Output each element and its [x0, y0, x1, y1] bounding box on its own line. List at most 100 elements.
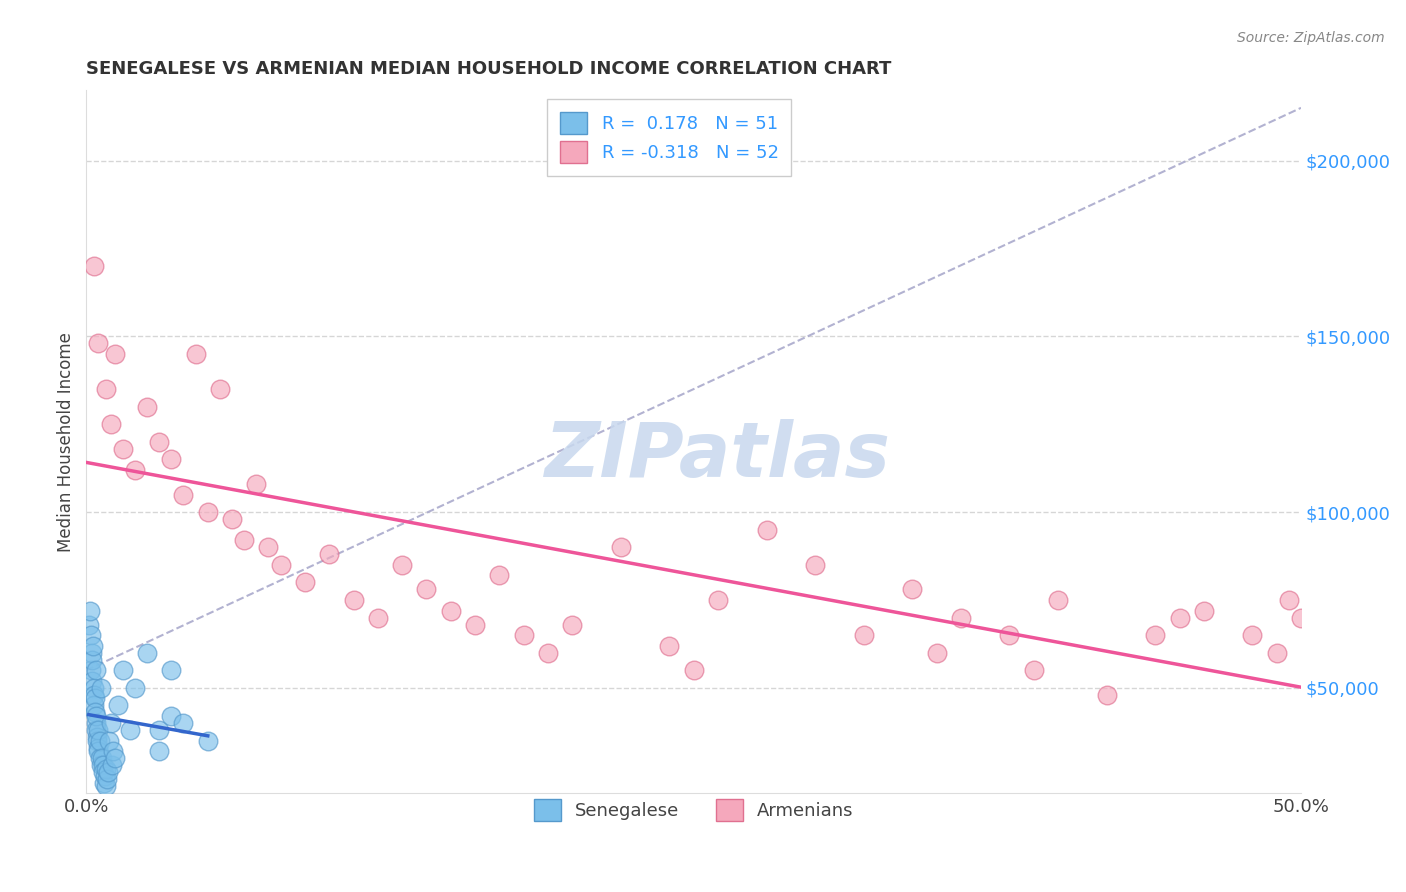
Point	[87, 723, 110, 737]
Point	[91, 765, 114, 780]
Point	[415, 582, 437, 597]
Point	[87, 740, 110, 755]
Point	[83, 706, 105, 720]
Point	[82, 639, 104, 653]
Point	[84, 663, 107, 677]
Point	[172, 716, 194, 731]
Point	[100, 716, 122, 731]
Point	[488, 568, 510, 582]
Point	[80, 663, 103, 677]
Point	[96, 762, 118, 776]
Point	[79, 628, 101, 642]
Point	[901, 582, 924, 597]
Point	[658, 639, 681, 653]
Point	[852, 628, 875, 642]
Point	[79, 603, 101, 617]
Point	[245, 477, 267, 491]
Point	[100, 417, 122, 432]
Point	[755, 523, 778, 537]
Text: ZIPatlas: ZIPatlas	[546, 419, 891, 493]
Point	[160, 709, 183, 723]
Point	[1241, 628, 1264, 642]
Point	[90, 681, 112, 695]
Text: Source: ZipAtlas.com: Source: ZipAtlas.com	[1237, 31, 1385, 45]
Point	[136, 646, 159, 660]
Point	[160, 663, 183, 677]
Legend: Senegalese, Armenians: Senegalese, Armenians	[522, 786, 866, 833]
Point	[440, 603, 463, 617]
Point	[707, 593, 730, 607]
Point	[233, 533, 256, 548]
Point	[148, 723, 170, 737]
Point	[107, 698, 129, 713]
Point	[1144, 628, 1167, 642]
Point	[111, 442, 134, 456]
Point	[86, 730, 108, 744]
Point	[98, 733, 121, 747]
Point	[1192, 603, 1215, 617]
Point	[197, 505, 219, 519]
Point	[1095, 688, 1118, 702]
Point	[101, 744, 124, 758]
Point	[87, 336, 110, 351]
Point	[804, 558, 827, 572]
Point	[925, 646, 948, 660]
Point	[998, 628, 1021, 642]
Point	[118, 723, 141, 737]
Y-axis label: Median Household Income: Median Household Income	[58, 332, 75, 552]
Point	[561, 617, 583, 632]
Point	[136, 400, 159, 414]
Point	[1047, 593, 1070, 607]
Point	[221, 512, 243, 526]
Point	[96, 772, 118, 787]
Point	[1022, 663, 1045, 677]
Point	[86, 709, 108, 723]
Point	[318, 547, 340, 561]
Point	[1289, 610, 1312, 624]
Point	[89, 733, 111, 747]
Point	[84, 716, 107, 731]
Point	[83, 681, 105, 695]
Point	[1278, 593, 1301, 607]
Point	[83, 691, 105, 706]
Point	[367, 610, 389, 624]
Point	[184, 347, 207, 361]
Point	[82, 653, 104, 667]
Point	[464, 617, 486, 632]
Point	[111, 663, 134, 677]
Point	[124, 681, 146, 695]
Point	[208, 382, 231, 396]
Point	[93, 776, 115, 790]
Point	[104, 347, 127, 361]
Point	[342, 593, 364, 607]
Point	[101, 758, 124, 772]
Point	[148, 434, 170, 449]
Point	[83, 688, 105, 702]
Point	[97, 765, 120, 780]
Point	[94, 382, 117, 396]
Point	[610, 541, 633, 555]
Point	[91, 751, 114, 765]
Point	[270, 558, 292, 572]
Point	[172, 487, 194, 501]
Point	[83, 259, 105, 273]
Point	[91, 758, 114, 772]
Point	[93, 769, 115, 783]
Point	[1265, 646, 1288, 660]
Point	[391, 558, 413, 572]
Point	[86, 733, 108, 747]
Point	[1168, 610, 1191, 624]
Text: SENEGALESE VS ARMENIAN MEDIAN HOUSEHOLD INCOME CORRELATION CHART: SENEGALESE VS ARMENIAN MEDIAN HOUSEHOLD …	[86, 60, 891, 78]
Point	[682, 663, 704, 677]
Point	[84, 723, 107, 737]
Point	[512, 628, 534, 642]
Point	[104, 751, 127, 765]
Point	[77, 617, 100, 632]
Point	[90, 758, 112, 772]
Point	[148, 744, 170, 758]
Point	[537, 646, 560, 660]
Point	[80, 646, 103, 660]
Point	[87, 744, 110, 758]
Point	[197, 733, 219, 747]
Point	[94, 780, 117, 794]
